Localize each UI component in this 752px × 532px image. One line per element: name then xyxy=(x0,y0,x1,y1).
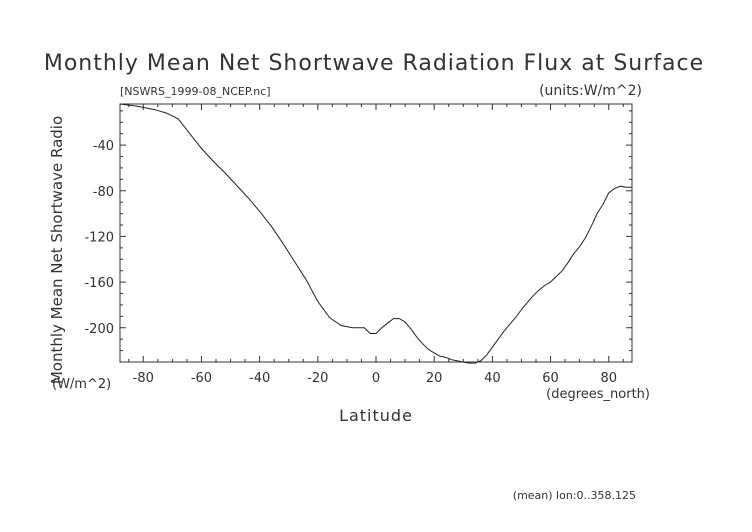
y-axis-units: (W/m^2) xyxy=(52,377,111,392)
x-tick-label: 40 xyxy=(484,371,501,386)
y-axis-label: Monthly Mean Net Shortwave Radio xyxy=(48,116,66,384)
x-axis-units: (degrees_north) xyxy=(546,387,650,402)
x-tick-label: -40 xyxy=(249,371,270,386)
y-tick-labels: -40 -80 -120 -160 -200 xyxy=(84,139,114,337)
y-tick-label: -80 xyxy=(93,185,114,200)
x-tick-label: 20 xyxy=(426,371,443,386)
chart-subtitle-left: [NSWRS_1999-08_NCEP.nc] xyxy=(120,85,271,98)
chart-subtitle-right: (units:W/m^2) xyxy=(539,83,642,99)
x-tick-label: 0 xyxy=(372,371,380,386)
axis-ticks xyxy=(120,104,632,362)
y-tick-label: -40 xyxy=(93,139,114,154)
x-tick-label: -20 xyxy=(307,371,328,386)
footnote: (mean) lon:0..358.125 xyxy=(513,489,636,502)
x-tick-label: -60 xyxy=(191,371,212,386)
chart-title: Monthly Mean Net Shortwave Radiation Flu… xyxy=(44,51,704,76)
y-tick-label: -120 xyxy=(84,230,114,245)
x-tick-labels: -80 -60 -40 -20 0 20 40 60 80 xyxy=(133,371,617,386)
series-line xyxy=(119,103,632,364)
x-tick-label: 60 xyxy=(542,371,559,386)
x-tick-label: 80 xyxy=(600,371,617,386)
x-axis-label: Latitude xyxy=(339,406,413,425)
y-tick-label: -200 xyxy=(84,322,114,337)
y-tick-label: -160 xyxy=(84,276,114,291)
x-tick-label: -80 xyxy=(133,371,154,386)
